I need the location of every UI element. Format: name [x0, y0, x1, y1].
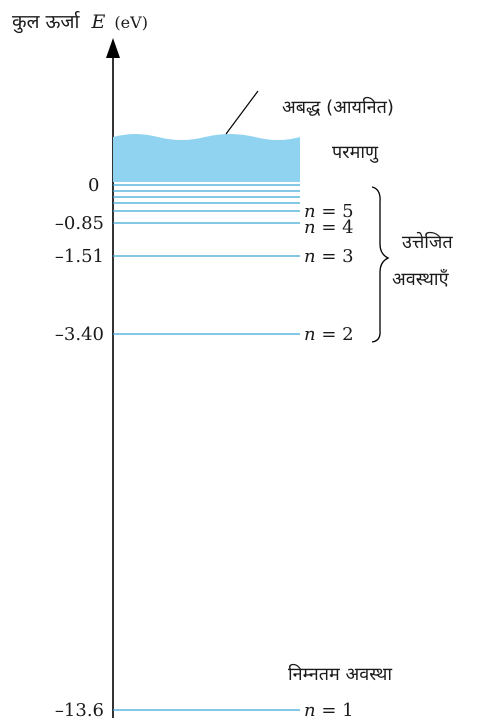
unbound-continuum [113, 134, 300, 182]
unbound-pointer [225, 90, 259, 135]
energy-label-n3: –1.51 [55, 246, 104, 267]
excited-states-label-line2: अवस्थाएँ [392, 268, 450, 290]
n-label-n3: n = 3 [304, 246, 354, 267]
n-label-n2: n = 2 [304, 324, 354, 345]
excited-states-label-line1: उत्तेजित [402, 231, 453, 253]
energy-label-n1: –13.6 [55, 700, 104, 721]
unbound-label-line1: अबद्ध (आयनित) [282, 96, 394, 118]
axis-label: कुल ऊर्जा E (eV) [12, 10, 148, 34]
energy-label-n2: –3.40 [55, 324, 104, 345]
zero-label: 0 [88, 175, 99, 196]
ground-state-label: निम्नतम अवस्था [288, 663, 392, 685]
unbound-label-line2: परमाणु [332, 142, 379, 163]
energy-label-n4: –0.85 [55, 213, 104, 234]
axis-label-symbol: E [91, 11, 106, 33]
axis-arrowhead [106, 38, 120, 58]
n-label-n1: n = 1 [304, 700, 354, 721]
axis-label-unit: (eV) [114, 13, 148, 32]
n-label-n4: n = 4 [304, 217, 354, 238]
n-label-n5: n = 5 [304, 201, 354, 222]
excited-states-brace [371, 186, 390, 343]
energy-levels: –13.6 n = 1 –3.40 n = 2 –1.51 n = 3 –0.85 n = 4… [55, 201, 354, 721]
axis-label-prefix: कुल ऊर्जा [12, 10, 81, 34]
